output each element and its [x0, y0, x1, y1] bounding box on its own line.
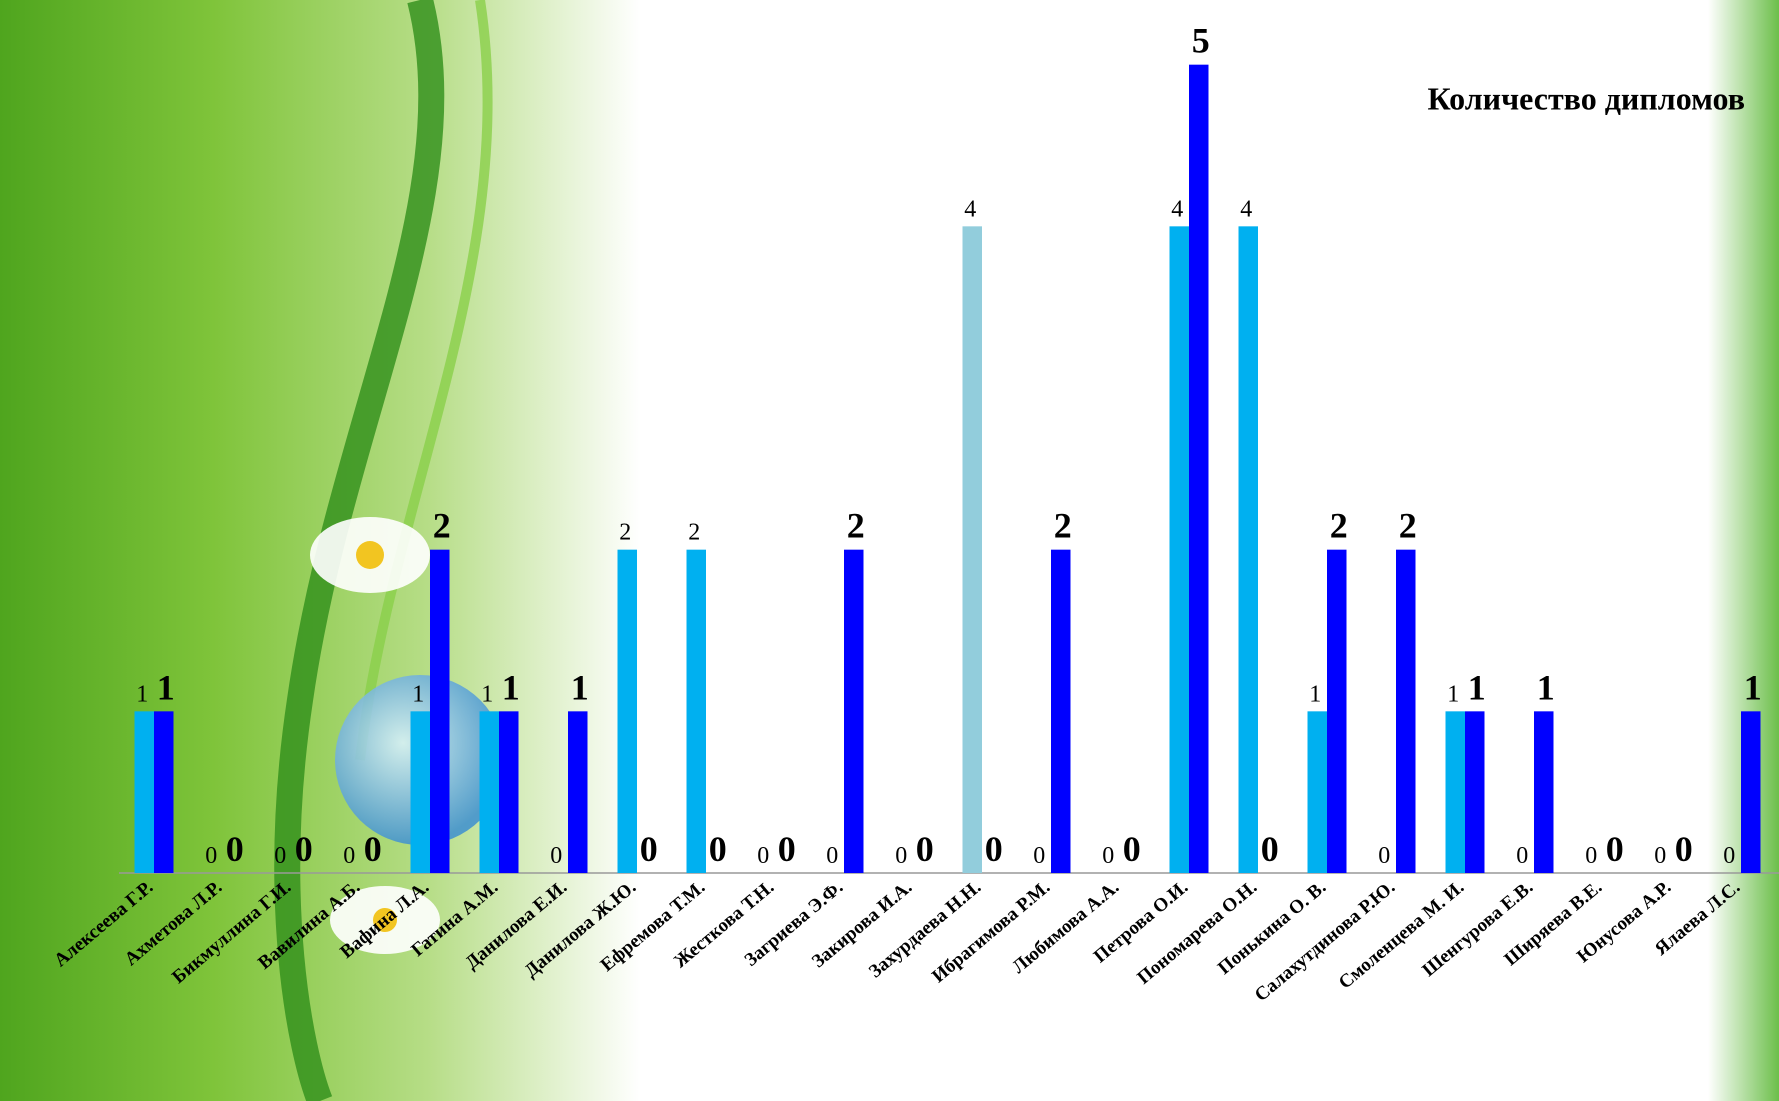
value-label: 1: [1468, 667, 1486, 707]
value-label: 2: [1054, 506, 1072, 546]
value-label: 0: [778, 829, 796, 869]
bar: [686, 549, 706, 873]
value-label: 0: [826, 843, 838, 869]
bar: [1445, 711, 1465, 873]
value-label: 0: [205, 843, 217, 869]
value-label: 2: [619, 520, 631, 546]
value-label: 1: [1447, 681, 1459, 707]
value-label: 0: [295, 829, 313, 869]
value-label: 0: [274, 843, 286, 869]
decor-vine: [355, 0, 493, 761]
bar: [1051, 549, 1071, 873]
value-label: 0: [1378, 843, 1390, 869]
bar: [479, 711, 499, 873]
value-label: 0: [895, 843, 907, 869]
value-label: 0: [1606, 829, 1624, 869]
value-label: 0: [1123, 829, 1141, 869]
value-label: 1: [157, 667, 175, 707]
value-label: 0: [757, 843, 769, 869]
value-label: 1: [1537, 667, 1555, 707]
bar: [1741, 711, 1761, 873]
value-label: 0: [343, 843, 355, 869]
value-label: 1: [1744, 667, 1762, 707]
value-label: 5: [1192, 21, 1210, 61]
value-label: 1: [412, 681, 424, 707]
value-label: 4: [964, 196, 976, 222]
value-label: 0: [1102, 843, 1114, 869]
value-label: 0: [1033, 843, 1045, 869]
value-label: 4: [1240, 196, 1252, 222]
value-label: 1: [1309, 681, 1321, 707]
value-label: 0: [550, 843, 562, 869]
bar: [962, 226, 982, 874]
bar: [1169, 226, 1189, 874]
bar: [844, 549, 864, 873]
bar: [1238, 226, 1258, 874]
decor-vine: [274, 0, 445, 1101]
value-label: 1: [136, 681, 148, 707]
bar: [1327, 549, 1347, 873]
value-label: 0: [364, 829, 382, 869]
value-label: 1: [481, 681, 493, 707]
value-label: 2: [688, 520, 700, 546]
bar: [1465, 711, 1485, 873]
value-label: 2: [1399, 506, 1417, 546]
bar: [568, 711, 588, 873]
bar: [134, 711, 154, 873]
value-label: 2: [1330, 506, 1348, 546]
value-label: 0: [985, 829, 1003, 869]
value-label: 2: [433, 506, 451, 546]
value-label: 0: [709, 829, 727, 869]
value-label: 0: [640, 829, 658, 869]
bar: [1307, 711, 1327, 873]
bar: [430, 549, 450, 873]
value-label: 0: [1585, 843, 1597, 869]
decor-flower: [356, 541, 384, 569]
value-label: 0: [226, 829, 244, 869]
value-label: 0: [1516, 843, 1528, 869]
bar: [1534, 711, 1554, 873]
bar: [617, 549, 637, 873]
bar: [1189, 64, 1209, 873]
chart-title: Количество дипломов: [1428, 80, 1745, 116]
value-label: 2: [847, 506, 865, 546]
bar: [154, 711, 174, 873]
bar: [499, 711, 519, 873]
value-label: 0: [1654, 843, 1666, 869]
value-label: 0: [1723, 843, 1735, 869]
value-label: 0: [916, 829, 934, 869]
value-label: 1: [571, 667, 589, 707]
value-label: 4: [1171, 196, 1183, 222]
bar: [1396, 549, 1416, 873]
value-label: 1: [502, 667, 520, 707]
value-label: 0: [1675, 829, 1693, 869]
value-label: 0: [1261, 829, 1279, 869]
decor-flower: [373, 908, 397, 932]
bar: [410, 711, 430, 873]
